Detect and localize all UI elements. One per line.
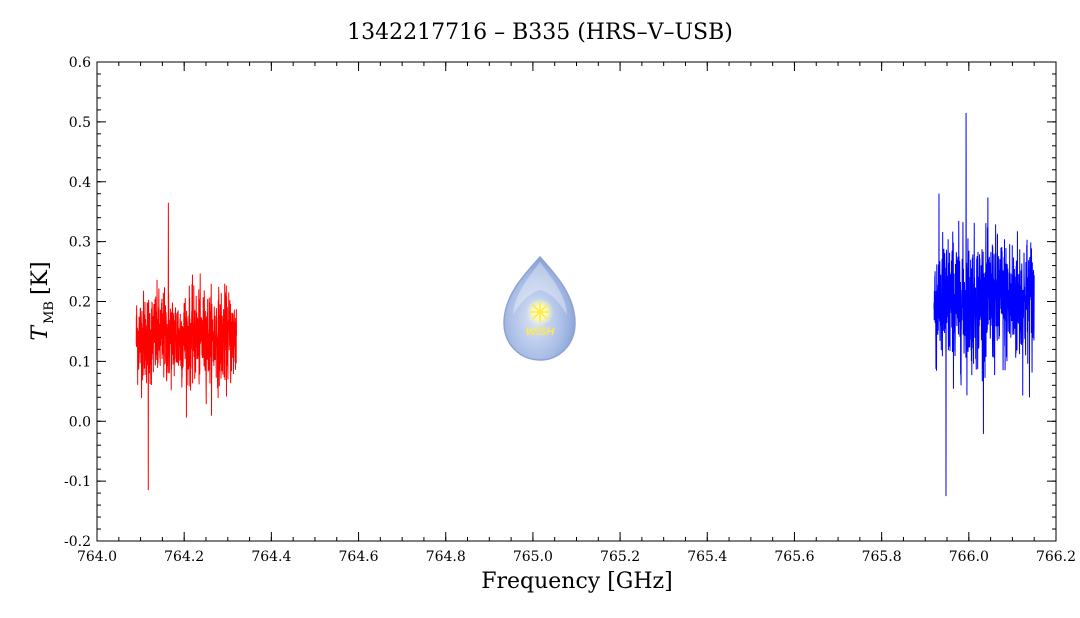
x-tick-label: 765.8 [862, 549, 902, 565]
y-tick-label: 0.1 [69, 354, 91, 370]
y-tick-label: 0.5 [69, 115, 91, 131]
x-tick-label: 766.0 [949, 549, 989, 565]
y-tick-label: 0.3 [69, 235, 91, 251]
x-tick-label: 765.4 [687, 549, 727, 565]
y-tick-label: -0.1 [64, 474, 91, 490]
series-layer [135, 112, 1035, 497]
x-tick-label: 765.6 [774, 549, 814, 565]
x-tick-label: 764.8 [426, 549, 466, 565]
y-tick-label: 0.4 [69, 175, 91, 191]
chart-title: 1342217716 – B335 (HRS–V–USB) [347, 20, 733, 45]
y-tick-label: -0.2 [64, 534, 91, 550]
plot-frame [96, 61, 1057, 542]
x-tick-label: 765.2 [600, 549, 640, 565]
x-tick-label: 764.2 [164, 549, 204, 565]
axes-layer: 764.0 764.2 764.4 764.6 764.8 765.0 765.2 765.4… [64, 55, 1076, 565]
y-tick-label: 0.2 [69, 295, 91, 311]
wish-logo: WISH [503, 255, 576, 361]
spectrum-series-2 [933, 112, 1035, 497]
y-axis-unit: [K] [28, 261, 53, 295]
y-axis-subscript: MB [42, 301, 57, 324]
x-tick-label: 766.2 [1036, 549, 1076, 565]
spectrum-series-1 [135, 202, 237, 491]
y-axis-label: TMB [K] [28, 261, 57, 340]
x-tick-label: 764.6 [339, 549, 379, 565]
x-tick-label: 765.0 [513, 549, 553, 565]
y-tick-label: 0.0 [69, 414, 91, 430]
x-axis-label: Frequency [GHz] [481, 569, 673, 594]
x-tick-label: 764.4 [251, 549, 291, 565]
y-axis-symbol: T [28, 324, 53, 341]
logo-text: WISH [526, 326, 556, 338]
x-tick-label: 764.0 [77, 549, 117, 565]
y-tick-label: 0.6 [69, 55, 91, 71]
